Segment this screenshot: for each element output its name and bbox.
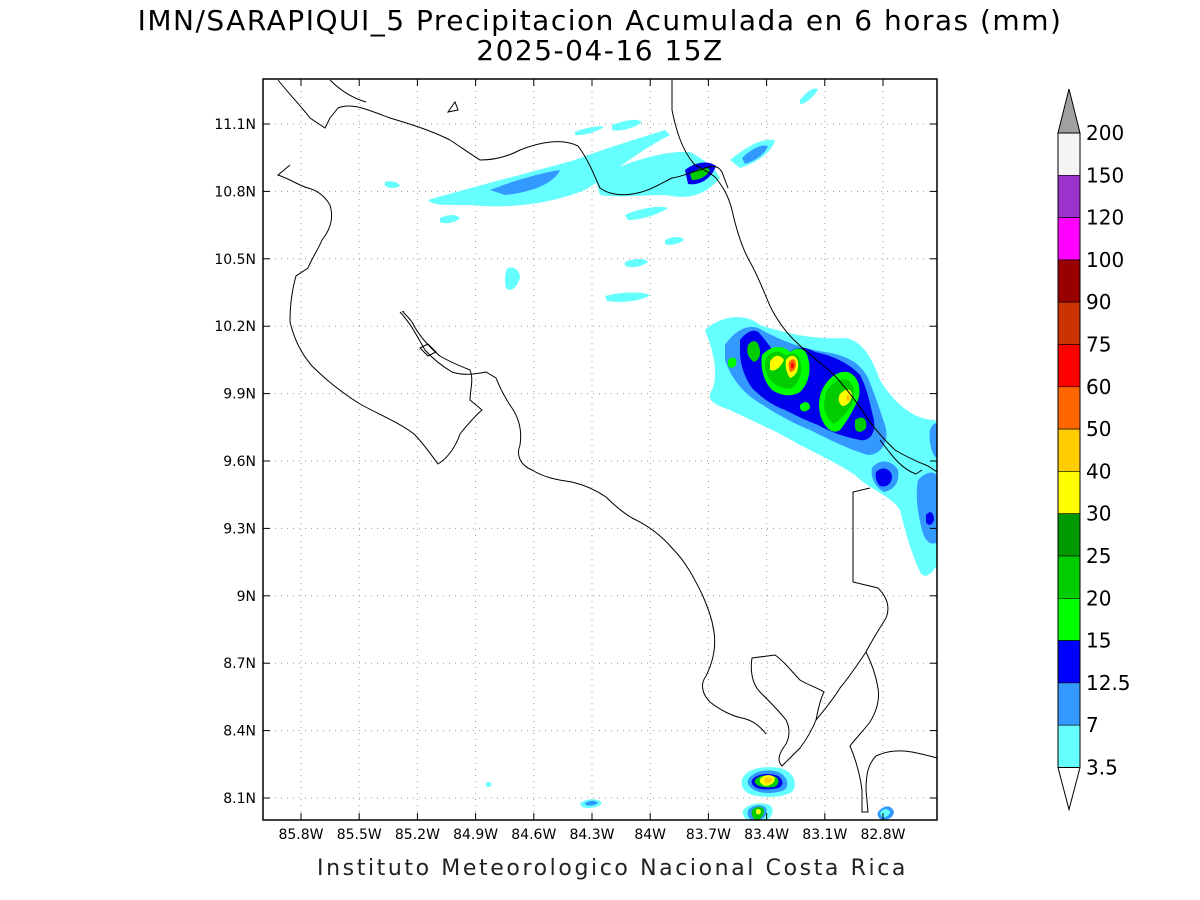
colorbar-level-label: 75 [1086,333,1111,357]
colorbar-level-label: 60 [1086,375,1111,399]
river-san-juan-coast [671,80,717,179]
lon-tick-label: 84.3W [569,827,614,843]
lon-tick-label: 85.5W [337,827,382,843]
colorbar-swatch [1057,132,1081,176]
latitude-axis: 11.1N 10.8N 10.5N 10.2N 9.9N 9.6N 9.3N 9N 8.7N 8.… [214,117,937,807]
colorbar-level-label: 90 [1086,290,1111,314]
lon-tick-label: 82.8W [860,827,905,843]
colorbar-swatch [1057,597,1081,641]
lat-tick-label: 9.3N [223,521,256,537]
lat-tick-label: 9.9N [223,387,256,403]
nicaragua-lake-shore [329,79,367,103]
colorbar-level-label: 12.5 [1086,671,1131,695]
longitude-axis: 85.8W 85.5W 85.2W 84.9W 84.6W 84.3W 84W 83.7W 83… [278,79,906,843]
lat-tick-label: 10.8N [214,184,256,200]
colorbar-swatch [1057,640,1081,684]
lon-tick-label: 83.7W [686,827,731,843]
lat-tick-label: 8.1N [223,791,256,807]
golfo-dulce [815,487,889,721]
colorbar-level-label: 100 [1086,248,1124,272]
colorbar-level-label: 25 [1086,544,1111,568]
nicoya-gulf [399,311,767,735]
footer-credit: Instituto Meteorologico Nacional Costa R… [317,856,908,881]
lat-tick-label: 10.5N [214,252,256,268]
coastlines [277,79,937,813]
nicaragua-border [277,79,729,196]
colorbar-level-label: 200 [1086,121,1124,145]
precip-south-cells [486,767,894,820]
lat-tick-label: 9.6N [223,454,256,470]
colorbar: 200 150 120 100 90 75 60 50 40 30 25 20 15 12.5 7 3.5 [1057,88,1131,812]
colorbar-level-label: 30 [1086,502,1111,526]
precipitation-field [385,88,937,820]
precip-caribbean-band [705,317,937,576]
colorbar-swatch [1057,217,1081,261]
colorbar-swatch [1057,513,1081,557]
map-frame [262,78,938,821]
lon-tick-label: 85.2W [395,827,440,843]
colorbar-swatch [1057,428,1081,472]
colorbar-swatch [1057,471,1081,514]
colorbar-level-label: 15 [1086,629,1111,653]
lon-tick-label: 84.6W [511,827,556,843]
colorbar-swatch [1057,724,1081,768]
caribbean-coast [715,177,937,473]
colorbar-level-label: 150 [1086,163,1124,187]
colorbar-level-label: 7 [1086,713,1099,737]
valid-time: 2025-04-16 15Z [476,34,724,67]
lon-tick-label: 85.8W [278,827,323,843]
lat-tick-label: 10.2N [214,319,256,335]
osa-peninsula [750,654,825,767]
pacific-coast [277,164,483,465]
graticule [263,79,937,820]
colorbar-swatch [1057,682,1081,726]
colorbar-level-label: 20 [1086,586,1111,610]
lat-tick-label: 11.1N [214,117,256,133]
colorbar-top-arrow [1057,88,1081,134]
colorbar-swatch [1057,386,1081,430]
colorbar-swatch [1057,344,1081,388]
lon-tick-label: 84W [634,827,666,843]
lagoon-island [419,343,437,357]
colorbar-level-label: 50 [1086,417,1111,441]
colorbar-swatch [1057,175,1081,218]
map-title: IMN/SARAPIQUI_5 Precipitacion Acumulada … [137,4,1063,37]
precip-north-band [385,88,818,302]
colorbar-swatch [1057,301,1081,345]
colorbar-level-label: 40 [1086,459,1111,483]
lat-tick-label: 9N [237,589,256,605]
lon-tick-label: 83.4W [744,827,789,843]
panama-border [879,439,923,475]
lat-tick-label: 8.7N [223,656,256,672]
colorbar-level-label: 120 [1086,206,1124,230]
lon-tick-label: 83.1W [802,827,847,843]
burica [849,651,937,813]
lon-tick-label: 84.9W [453,827,498,843]
colorbar-swatch [1057,259,1081,303]
colorbar-swatch [1057,555,1081,599]
colorbar-outline [1057,132,1081,768]
colorbar-level-label: 3.5 [1086,756,1118,780]
lake-island [446,100,459,113]
lat-tick-label: 8.4N [223,724,256,740]
colorbar-bottom-arrow [1057,767,1081,812]
